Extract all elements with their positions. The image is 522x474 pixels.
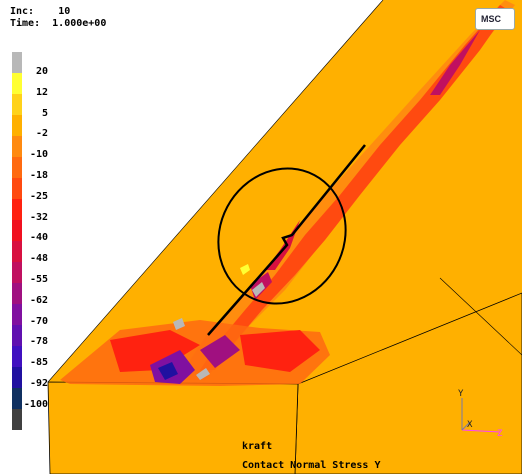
- slab-edge: [47, 0, 384, 383]
- slab-inner-edge: [439, 277, 522, 356]
- legend-label: -70: [29, 315, 48, 327]
- axis-y-label: Y: [458, 389, 464, 399]
- legend-swatch: [12, 241, 22, 262]
- legend-label: -40: [29, 232, 48, 244]
- legend-swatch: [12, 262, 22, 283]
- legend-label: -25: [29, 190, 48, 202]
- legend-label: -32: [29, 211, 48, 223]
- legend-swatch: [12, 367, 22, 388]
- legend-label: -48: [29, 253, 48, 265]
- legend-label: 12: [35, 86, 48, 98]
- axis-x-label: X: [467, 420, 473, 430]
- legend-swatch: [12, 115, 22, 136]
- legend-swatch: [12, 136, 22, 157]
- increment-value: 10: [58, 6, 71, 17]
- legend-swatch: [12, 157, 22, 178]
- axis-triad: Y X Z: [458, 389, 503, 439]
- legend-label: -100: [23, 398, 48, 410]
- legend-swatch: [12, 178, 22, 199]
- legend-label: -85: [29, 357, 48, 369]
- time-value: 1.000e+00: [52, 18, 107, 29]
- legend-label: -55: [29, 274, 48, 285]
- legend-swatch: [12, 94, 22, 115]
- legend-label: -92: [29, 378, 48, 389]
- stress-contour-band: [60, 0, 515, 386]
- region-highlight-ellipse: [217, 167, 347, 305]
- legend-swatch: [12, 388, 22, 409]
- increment-readout: Inc: 10: [10, 6, 70, 17]
- legend-swatch: [12, 346, 22, 367]
- job-name: kraft: [242, 441, 273, 452]
- legend-label: -10: [29, 149, 48, 161]
- legend-swatch: [12, 283, 22, 304]
- legend-swatch: [12, 52, 22, 73]
- legend-label: 5: [41, 107, 48, 119]
- time-label: Time:: [10, 18, 41, 29]
- legend-label: -2: [35, 128, 48, 140]
- legend-label: -62: [29, 294, 48, 306]
- color-legend-bar: [12, 52, 22, 430]
- axis-z-label: Z: [497, 429, 503, 439]
- legend-label: -78: [29, 336, 48, 348]
- legend-swatch: [12, 409, 22, 430]
- time-readout: Time: 1.000e+00: [10, 18, 106, 29]
- legend-swatch: [12, 220, 22, 241]
- msc-logo: MSC: [475, 8, 515, 30]
- legend-label: 20: [35, 66, 48, 77]
- legend-swatch: [12, 325, 22, 346]
- increment-label: Inc:: [10, 6, 35, 17]
- crack-path: [207, 144, 366, 336]
- legend-swatch: [12, 73, 22, 94]
- legend-swatch: [12, 304, 22, 325]
- result-name: Contact Normal Stress Y: [242, 460, 381, 471]
- legend-swatch: [12, 199, 22, 220]
- legend-label: -18: [29, 170, 48, 181]
